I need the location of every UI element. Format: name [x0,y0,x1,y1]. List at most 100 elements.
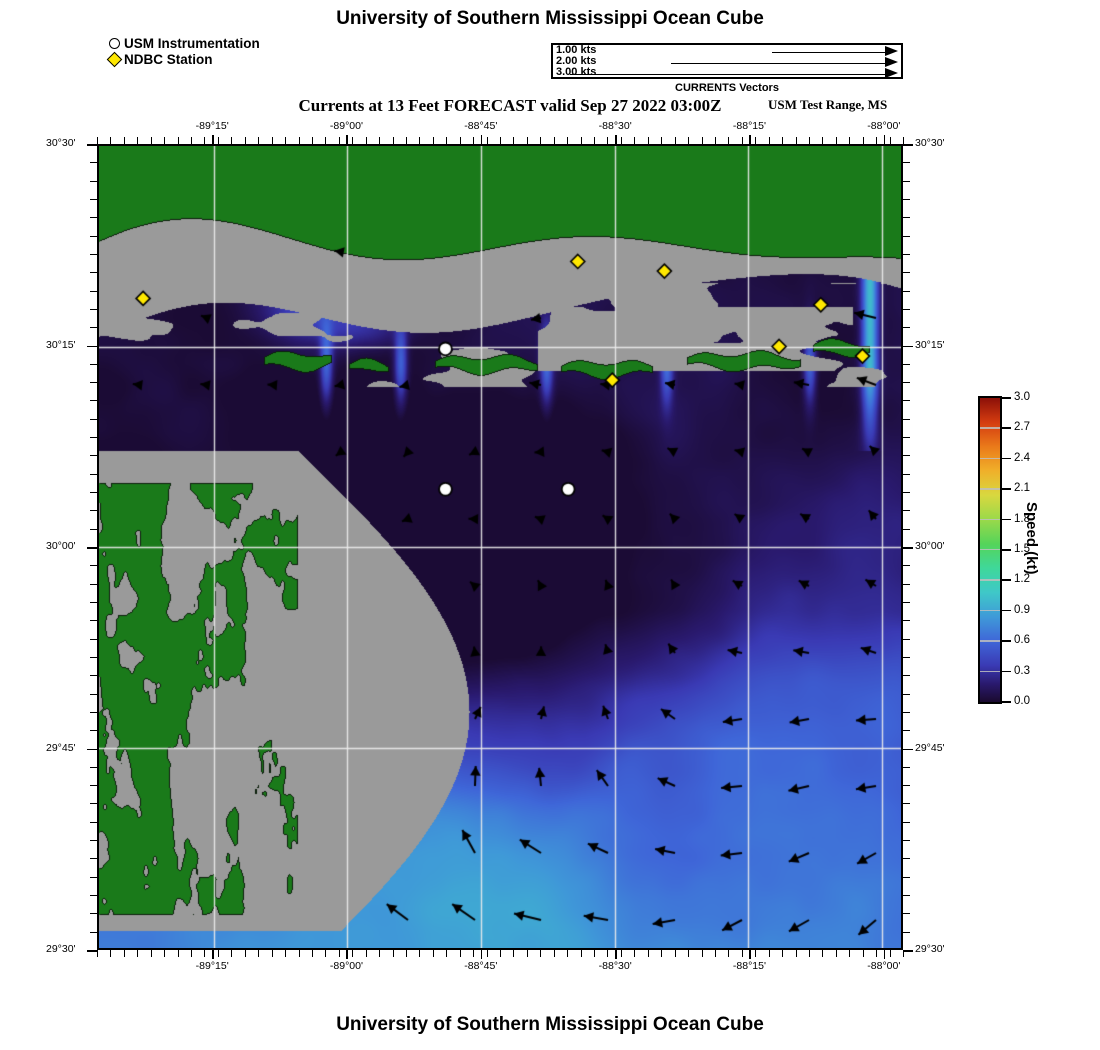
axis-tick-x [862,137,864,144]
axis-tick-y [90,528,97,530]
axis-tick-y [90,198,97,200]
axis-tick-y [90,803,97,805]
vector-key-shaft [772,52,887,53]
axis-label-longitude: -88°45' [464,120,498,132]
axis-tick-y-major [903,144,913,146]
axis-tick-x [392,137,394,144]
axis-tick-x [244,950,246,957]
axis-tick-y [90,895,97,897]
axis-tick-x [231,950,233,957]
axis-tick-x [217,950,219,957]
axis-tick-x [137,137,139,144]
axis-tick-x [204,137,206,144]
axis-label-longitude: -88°30' [598,960,632,972]
axis-tick-x [365,950,367,957]
axis-tick-x [526,137,528,144]
legend-item-usm: USM Instrumentation [108,36,338,51]
colorbar-tick [1002,701,1011,703]
axis-tick-x [97,950,98,957]
axis-tick-x [620,950,622,957]
colorbar-tick [1002,579,1011,581]
axis-tick-y-major [903,345,913,348]
axis-tick-y [90,583,97,585]
legend-item-ndbc: NDBC Station [106,51,338,68]
axis-tick-y [903,217,910,219]
axis-tick-x [271,137,273,144]
axis-tick-x [298,137,300,144]
axis-tick-y [903,711,910,713]
axis-tick-x [755,950,757,957]
axis-tick-y-major [903,547,913,549]
axis-tick-y [90,931,97,933]
axis-tick-y [903,785,910,787]
axis-tick-x [244,137,246,144]
axis-tick-x [768,137,770,144]
axis-label-latitude: 30°00' [915,540,945,552]
axis-tick-y [90,492,97,494]
axis-tick-x [822,137,824,144]
axis-tick-x [580,950,582,957]
axis-tick-x [567,950,569,957]
axis-tick-x [217,137,219,144]
current-speed-raster [99,146,901,948]
axis-label-longitude: -89°00' [329,120,363,132]
axis-tick-x [580,137,582,144]
axis-tick-x [540,137,542,144]
axis-tick-y [90,565,97,567]
axis-tick-x [728,137,730,144]
axis-tick-x-major [346,135,349,144]
axis-tick-x [432,950,434,957]
axis-tick-x [150,950,152,957]
colorbar-tick [1002,549,1011,551]
axis-tick-y [90,400,97,402]
axis-tick-y [903,198,910,200]
axis-label-longitude: -88°45' [464,960,498,972]
axis-tick-x [137,950,139,957]
axis-tick-x [849,950,851,957]
vector-key-row: 2.00 kts [553,56,901,68]
axis-tick-y [903,180,910,182]
axis-label-longitude: -88°15' [732,120,766,132]
axis-tick-y [90,272,97,274]
map-plot-area[interactable] [97,144,903,950]
axis-tick-y [90,162,97,164]
colorbar-tick-label: 0.0 [1014,695,1030,707]
axis-tick-x [513,137,515,144]
page-title: University of Southern Mississippi Ocean… [336,8,764,29]
colorbar-band-separator [980,640,1000,642]
axis-tick-x [876,950,878,957]
colorbar-tick [1002,488,1011,490]
axis-tick-y [90,363,97,365]
colorbar-band-separator [980,518,1000,520]
axis-tick-x [903,950,904,957]
axis-tick-x [835,137,837,144]
axis-tick-y [90,675,97,677]
axis-tick-y [903,840,910,842]
colorbar-band-separator [980,579,1000,581]
axis-tick-y [90,913,97,915]
axis-tick-y [903,382,910,384]
axis-tick-x [822,950,824,957]
axis-tick-x [808,137,810,144]
axis-tick-y-major [903,950,913,952]
axis-tick-y [90,858,97,860]
axis-tick-y [903,583,910,585]
colorbar-tick [1002,670,1011,673]
axis-tick-y [903,290,910,292]
marker-legend: USM Instrumentation NDBC Station [106,36,338,68]
axis-tick-y [90,253,97,255]
axis-label-longitude: -89°00' [329,960,363,972]
colorbar-tick-label: 2.4 [1014,451,1030,464]
axis-label-latitude: 29°45' [46,741,76,754]
axis-tick-x [204,950,206,957]
axis-tick-y [903,528,910,530]
axis-tick-x [486,950,488,957]
axis-tick-x [782,137,784,144]
axis-tick-x [123,137,125,144]
axis-label-longitude: -88°00' [867,120,901,132]
colorbar-band-separator [980,670,1000,672]
map-subtitle: Currents at 13 Feet FORECAST valid Sep 2… [298,96,722,115]
diamond-marker-icon [106,51,123,68]
axis-label-latitude: 30°15' [46,338,76,351]
axis-tick-x [889,950,891,957]
